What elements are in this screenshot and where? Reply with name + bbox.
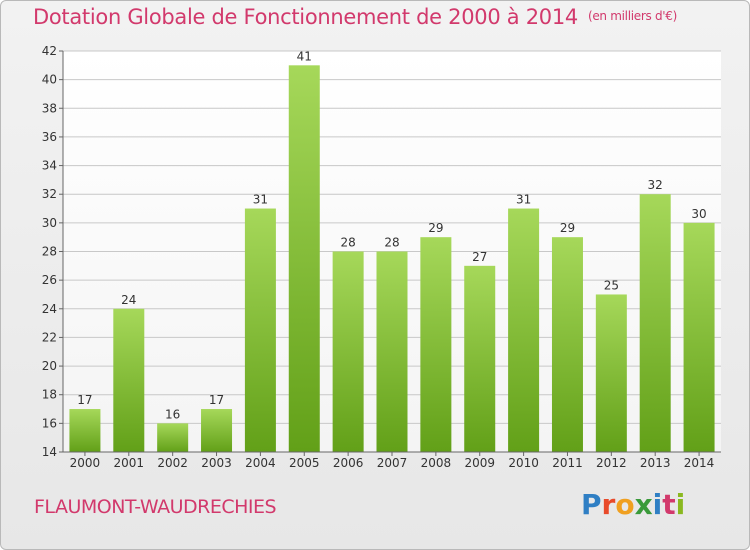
bar [464, 265, 496, 452]
chart-title: Dotation Globale de Fonctionnement de 20… [33, 5, 677, 29]
x-tick-label: 2007 [377, 456, 408, 470]
bar [332, 251, 364, 452]
logo-letter: i [675, 488, 686, 521]
chart-unit: (en milliers d'€) [587, 9, 677, 23]
x-tick-label: 2005 [289, 456, 320, 470]
x-tick-label: 2009 [464, 456, 495, 470]
bar-value-label: 30 [691, 207, 706, 221]
logo-letter: i [652, 488, 663, 521]
bar [420, 237, 452, 452]
bar [551, 237, 583, 452]
x-tick-label: 2006 [333, 456, 364, 470]
bar [683, 222, 715, 452]
bar [69, 409, 101, 452]
x-tick-label: 2003 [201, 456, 232, 470]
bar-value-label: 28 [340, 236, 355, 250]
bar-value-label: 32 [648, 178, 663, 192]
bar-value-label: 17 [209, 393, 224, 407]
y-tick-label: 34 [42, 159, 57, 173]
bar-value-label: 24 [121, 293, 136, 307]
bar-value-label: 29 [428, 221, 443, 235]
x-tick-label: 2002 [157, 456, 188, 470]
bar [288, 65, 320, 453]
bar-value-label: 17 [77, 393, 92, 407]
y-tick-label: 36 [42, 130, 57, 144]
logo-letter: x [634, 488, 653, 521]
y-tick-label: 24 [42, 302, 57, 316]
y-tick-label: 22 [42, 330, 57, 344]
logo-letter: t [662, 488, 676, 521]
bar-value-label: 16 [165, 407, 180, 421]
bar [376, 251, 408, 452]
y-tick-label: 16 [42, 416, 57, 430]
x-tick-label: 2004 [245, 456, 276, 470]
bar-value-label: 28 [384, 236, 399, 250]
x-tick-label: 2000 [70, 456, 101, 470]
y-tick-label: 30 [42, 216, 57, 230]
y-tick-label: 42 [42, 44, 57, 58]
bar-value-label: 31 [253, 193, 268, 207]
bar-value-label: 31 [516, 193, 531, 207]
logo-letter: r [601, 488, 616, 521]
bar [595, 294, 627, 452]
y-tick-label: 38 [42, 101, 57, 115]
bar [201, 409, 233, 452]
y-tick-label: 18 [42, 388, 57, 402]
bar-value-label: 25 [604, 278, 619, 292]
logo-letter: o [615, 488, 635, 521]
y-tick-label: 40 [42, 73, 57, 87]
y-tick-label: 20 [42, 359, 57, 373]
x-tick-label: 2010 [508, 456, 539, 470]
bar-value-label: 27 [472, 250, 487, 264]
proxiti-logo: Proxiti [581, 488, 685, 521]
bar [157, 423, 189, 452]
y-tick-label: 28 [42, 245, 57, 259]
x-tick-label: 2014 [684, 456, 715, 470]
x-tick-label: 2011 [552, 456, 583, 470]
x-tick-label: 2001 [114, 456, 145, 470]
logo-letter: P [581, 488, 602, 521]
commune-name: FLAUMONT-WAUDRECHIES [34, 496, 277, 518]
chart-title-text: Dotation Globale de Fonctionnement de 20… [33, 5, 578, 29]
bar [639, 194, 671, 452]
bar [244, 208, 276, 452]
y-tick-label: 32 [42, 187, 57, 201]
y-tick-label: 26 [42, 273, 57, 287]
bar-value-label: 41 [297, 49, 312, 63]
x-tick-label: 2012 [596, 456, 627, 470]
bar [113, 308, 145, 452]
bar [508, 208, 540, 452]
y-tick-label: 14 [42, 445, 57, 459]
x-tick-label: 2013 [640, 456, 671, 470]
x-tick-label: 2008 [421, 456, 452, 470]
bar-value-label: 29 [560, 221, 575, 235]
